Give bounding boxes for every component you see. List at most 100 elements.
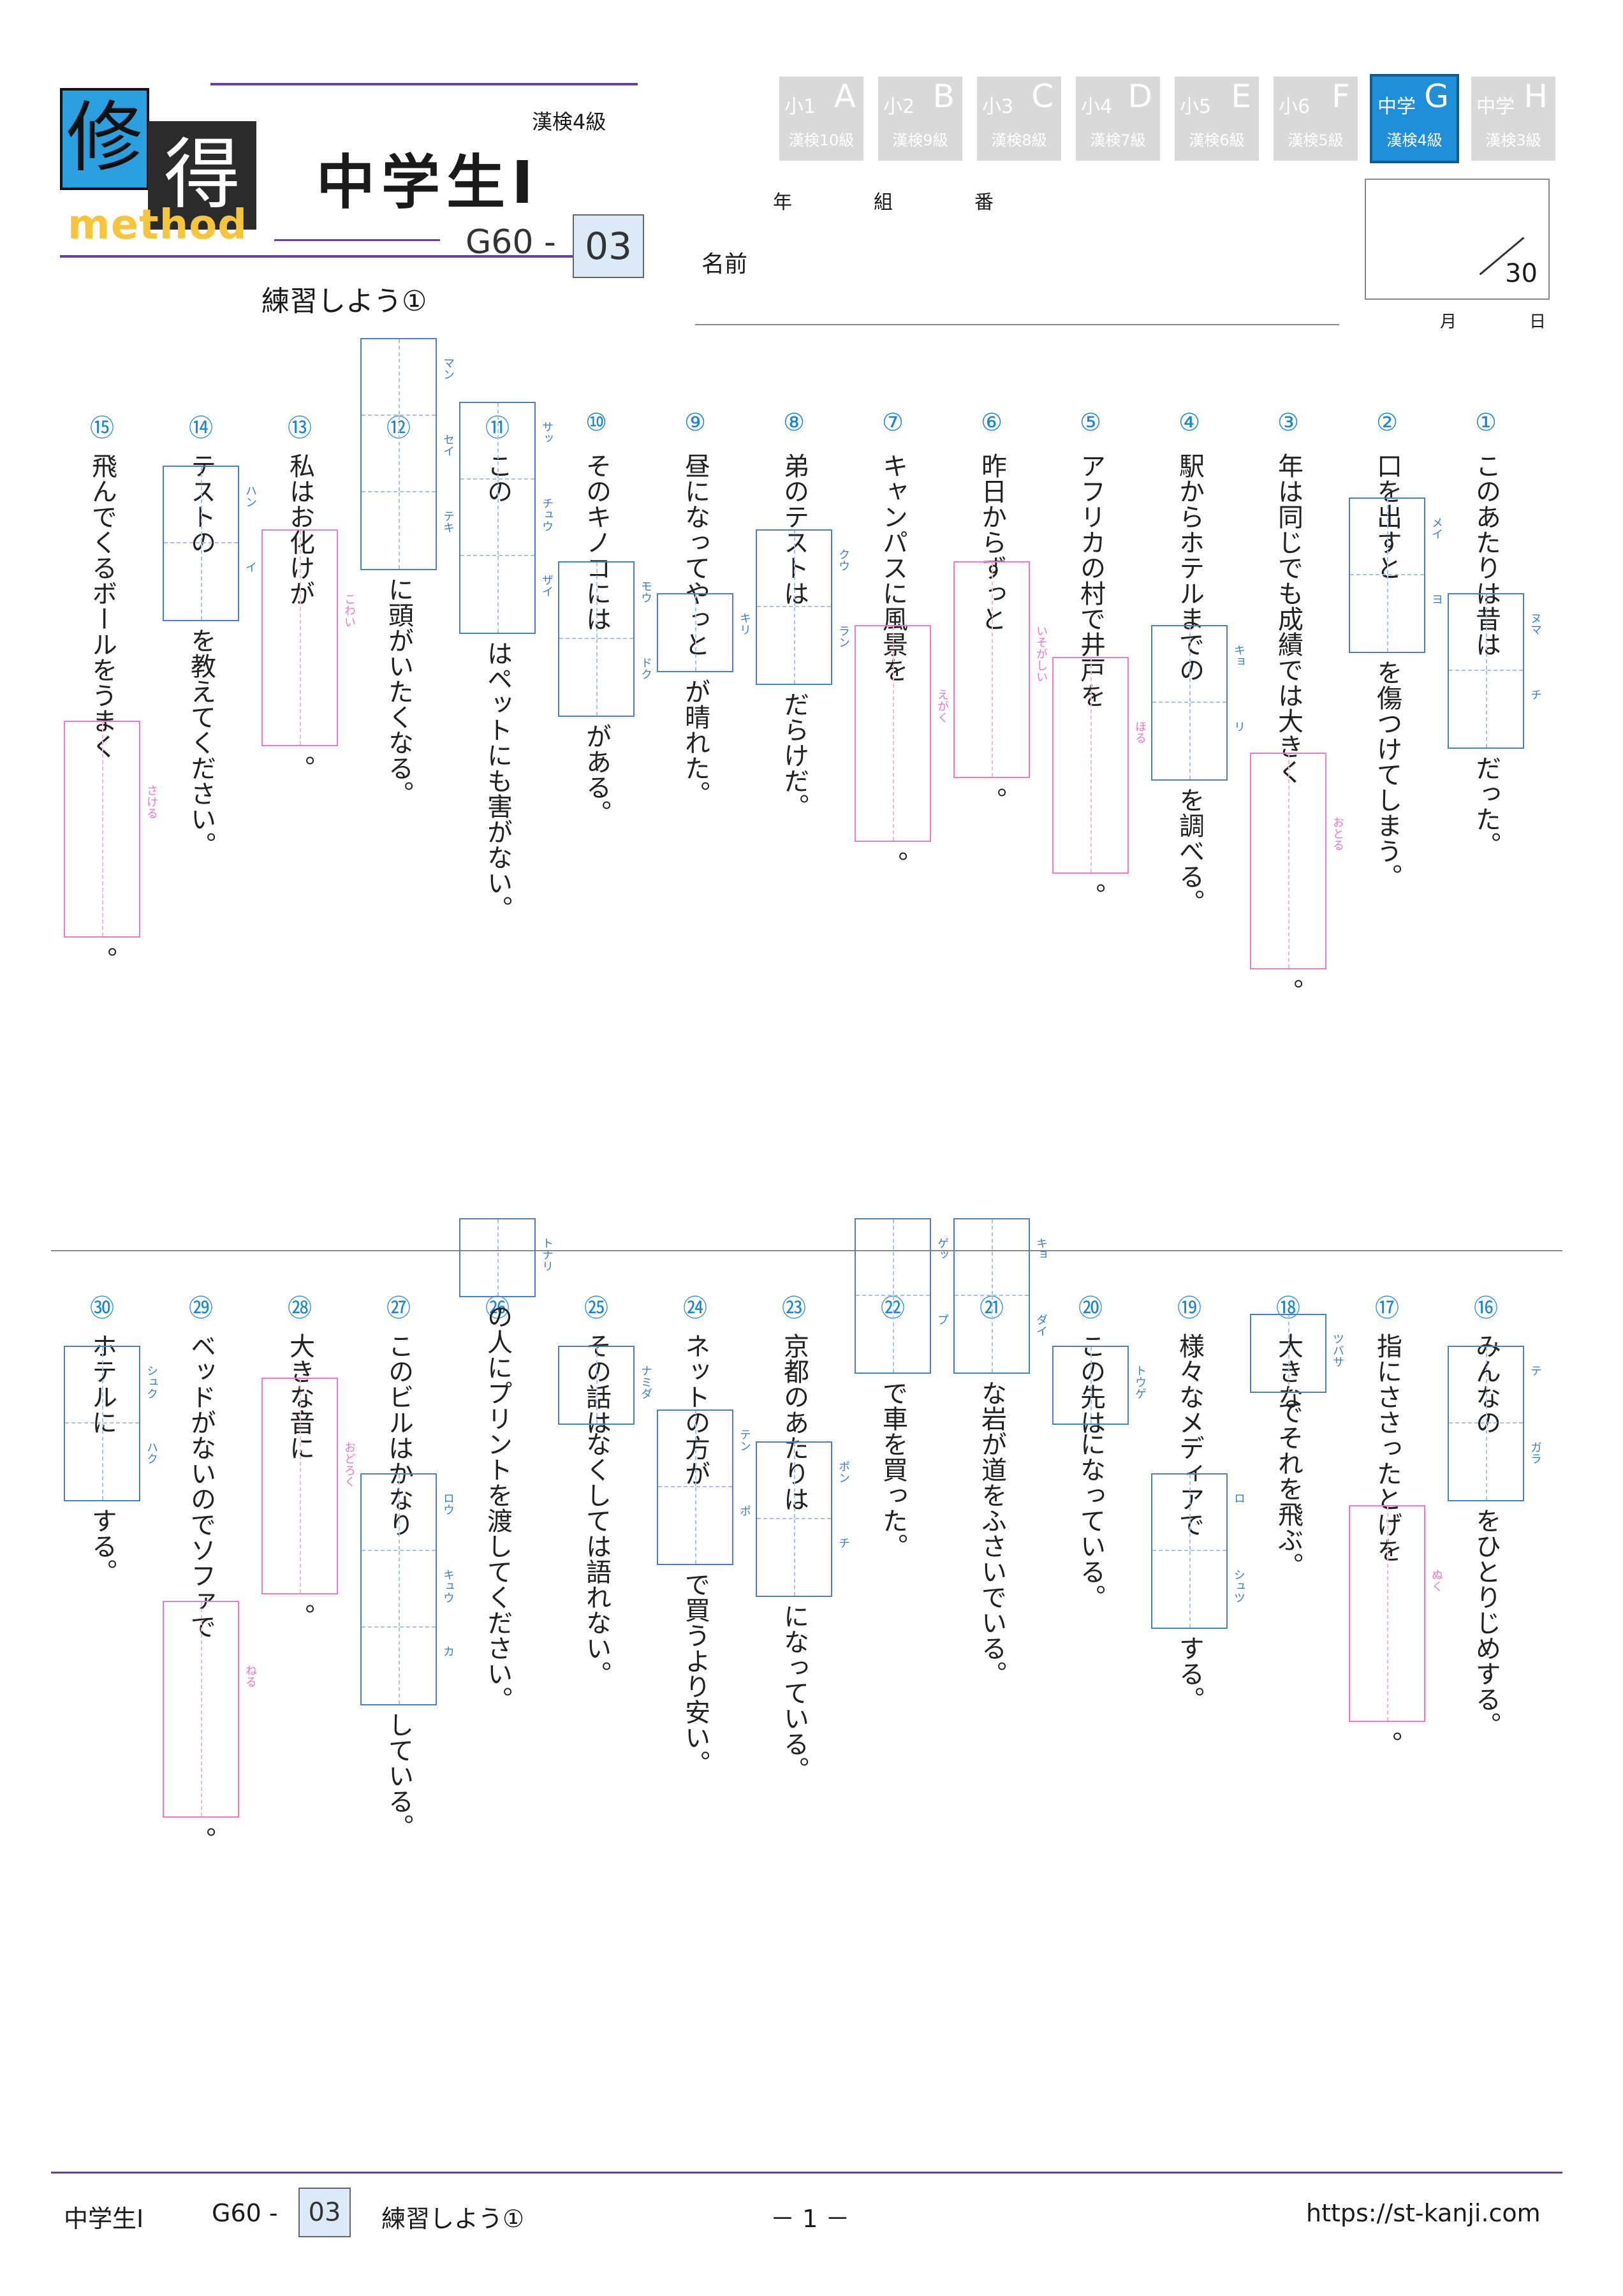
answer-cell[interactable] (460, 403, 534, 480)
reading-hint: チュウ (540, 497, 554, 532)
answer-cell[interactable] (362, 492, 436, 569)
kanji-answer-box[interactable] (360, 1473, 437, 1705)
kanji-answer-box[interactable] (1151, 625, 1228, 781)
question-text-after: する。 (1175, 1635, 1204, 1712)
question-text-after: する。 (87, 1508, 117, 1584)
answer-cell[interactable] (1350, 575, 1424, 652)
grade-tab[interactable]: 小1 A 漢検10級 (779, 77, 863, 161)
answer-cell[interactable] (757, 531, 831, 607)
reading-hint: ナミダ (639, 1365, 652, 1399)
grade-tab[interactable]: 小2 B 漢検9級 (878, 77, 962, 161)
question-text-after: 。 (977, 787, 1006, 813)
kanji-answer-box[interactable] (855, 1218, 931, 1374)
answer-cell[interactable] (1152, 703, 1226, 779)
kanji-answer-box[interactable] (459, 402, 536, 634)
grade-tab[interactable]: 小6 F 漢検5級 (1274, 77, 1358, 161)
answer-cell[interactable] (559, 1347, 633, 1424)
kanji-answer-box[interactable] (657, 1409, 733, 1565)
question-number: ⑭ (188, 414, 213, 442)
reading-hint: おどろく (342, 1441, 356, 1487)
answer-cell[interactable] (1449, 1347, 1523, 1424)
grade-tab[interactable]: 小4 D 漢検7級 (1076, 77, 1160, 161)
grade-tab[interactable]: 小5 E 漢検6級 (1175, 77, 1259, 161)
grade-tab-grade: 小6 (1279, 96, 1311, 118)
reading-answer-box[interactable] (163, 1601, 239, 1818)
reading-hint: トウゲ (1133, 1365, 1147, 1399)
kanji-answer-box[interactable] (1052, 1346, 1129, 1425)
answer-cell[interactable] (1251, 1315, 1325, 1392)
kanji-answer-box[interactable] (1250, 1314, 1326, 1393)
answer-cell[interactable] (559, 639, 633, 716)
answer-cell[interactable] (460, 556, 534, 633)
kanji-answer-box[interactable] (657, 593, 733, 672)
answer-cell[interactable] (65, 1347, 139, 1424)
question-text-after: な岩が道をふさいでいる。 (977, 1380, 1006, 1686)
reading-answer-box[interactable] (1250, 753, 1326, 969)
answer-cell[interactable] (757, 1443, 831, 1519)
kanji-answer-box[interactable] (163, 466, 239, 621)
answer-cell[interactable] (362, 1551, 436, 1628)
site-url: https://st-kanji.com (1306, 2199, 1541, 2227)
reading-answer-box[interactable] (64, 721, 140, 938)
answer-cell[interactable] (1449, 671, 1523, 747)
kanji-answer-box[interactable] (1448, 593, 1524, 749)
kanji-answer-box[interactable] (558, 1346, 635, 1425)
header-rule (60, 255, 634, 258)
question-text-after: が晴れた。 (680, 679, 710, 806)
kanji-answer-box[interactable] (1151, 1473, 1228, 1629)
answer-cell[interactable] (362, 339, 436, 416)
answer-cell[interactable] (658, 1487, 732, 1564)
worksheet-number: 03 (573, 214, 644, 278)
kanji-answer-box[interactable] (1349, 497, 1425, 653)
answer-cell[interactable] (164, 543, 238, 620)
reading-hint: マン (441, 357, 455, 380)
kanji-answer-box[interactable] (1448, 1346, 1524, 1501)
kanji-answer-box[interactable] (953, 1218, 1030, 1374)
answer-cell[interactable] (955, 1296, 1029, 1372)
answer-cell[interactable] (460, 1219, 534, 1296)
answer-cell[interactable] (362, 1628, 436, 1704)
grade-tab[interactable]: 小3 C 漢検8級 (977, 77, 1061, 161)
answer-cell[interactable] (1449, 594, 1523, 671)
answer-cell[interactable] (1152, 1551, 1226, 1628)
answer-cell[interactable] (65, 1424, 139, 1500)
answer-cell[interactable] (164, 467, 238, 543)
kanji-answer-box[interactable] (756, 529, 832, 685)
reading-answer-box[interactable] (1349, 1505, 1425, 1722)
answer-cell[interactable] (856, 1296, 930, 1372)
question-text-after: 。 (87, 946, 117, 972)
answer-cell[interactable] (1152, 626, 1226, 703)
answer-cell[interactable] (362, 416, 436, 492)
reading-answer-box[interactable] (1052, 657, 1129, 874)
answer-cell[interactable] (658, 594, 732, 671)
grade-tab[interactable]: 中学 H 漢検3級 (1471, 77, 1555, 161)
answer-cell[interactable] (362, 1475, 436, 1551)
reading-answer-box[interactable] (953, 561, 1030, 778)
answer-cell[interactable] (955, 1219, 1029, 1296)
answer-cell[interactable] (757, 1519, 831, 1596)
grade-tab-grade: 中学 (1476, 96, 1515, 118)
kanji-answer-box[interactable] (756, 1441, 832, 1597)
kanji-answer-box[interactable] (459, 1218, 536, 1297)
reading-answer-box[interactable] (261, 1378, 338, 1594)
reading-hint: キョ (1034, 1237, 1048, 1260)
reading-hint: ぬく (1430, 1569, 1443, 1592)
answer-cell[interactable] (658, 1411, 732, 1487)
answer-cell[interactable] (559, 563, 633, 639)
answer-cell[interactable] (1054, 1347, 1127, 1424)
answer-cell[interactable] (757, 607, 831, 684)
answer-cell[interactable] (460, 480, 534, 556)
answer-cell[interactable] (856, 1219, 930, 1296)
question-text-after: 。 (285, 755, 314, 781)
question-number: ⑨ (684, 408, 707, 436)
answer-cell[interactable] (1449, 1424, 1523, 1500)
answer-cell[interactable] (1350, 499, 1424, 575)
kanji-answer-box[interactable] (558, 561, 635, 717)
reading-answer-box[interactable] (855, 625, 931, 842)
kanji-answer-box[interactable] (360, 338, 437, 570)
kanji-answer-box[interactable] (64, 1346, 140, 1501)
day-label: 日 (1529, 313, 1546, 332)
grade-tab[interactable]: 中学 G 漢検4級 (1370, 74, 1459, 163)
reading-answer-box[interactable] (261, 529, 338, 746)
answer-cell[interactable] (1152, 1475, 1226, 1551)
